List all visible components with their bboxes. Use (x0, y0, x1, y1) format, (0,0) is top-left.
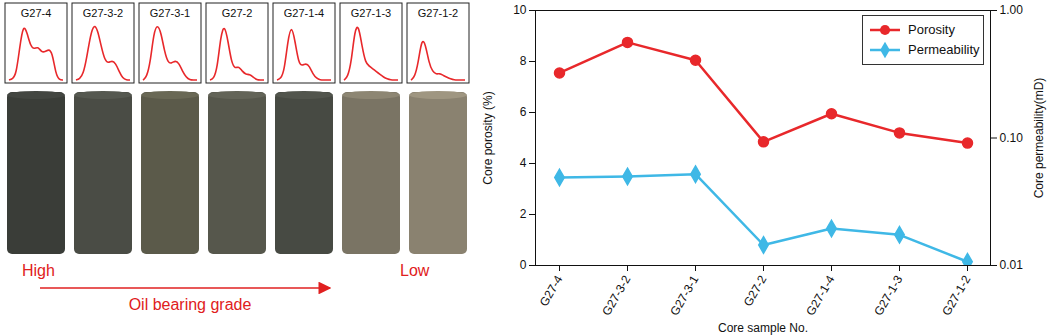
svg-text:10: 10 (513, 3, 527, 17)
svg-text:0.01: 0.01 (1000, 258, 1024, 272)
svg-text:G27-1-4: G27-1-4 (803, 273, 837, 318)
svg-text:G27-2: G27-2 (741, 273, 770, 309)
svg-text:6: 6 (520, 105, 527, 119)
svg-text:Core sample No.: Core sample No. (718, 321, 808, 335)
svg-text:G27-4: G27-4 (21, 7, 52, 19)
svg-text:G27-1-4: G27-1-4 (284, 7, 324, 19)
svg-text:2: 2 (520, 207, 527, 221)
svg-text:Oil bearing grade: Oil bearing grade (129, 296, 252, 313)
svg-text:G27-3-2: G27-3-2 (599, 273, 633, 318)
svg-text:Permeability: Permeability (908, 42, 980, 57)
svg-text:G27-3-2: G27-3-2 (83, 7, 123, 19)
svg-text:G27-2: G27-2 (222, 7, 253, 19)
svg-text:G27-4: G27-4 (537, 273, 566, 309)
svg-text:0.10: 0.10 (1000, 131, 1024, 145)
svg-text:G27-3-1: G27-3-1 (150, 7, 190, 19)
svg-text:1.00: 1.00 (1000, 3, 1024, 17)
svg-text:G27-1-2: G27-1-2 (418, 7, 458, 19)
svg-text:Low: Low (400, 262, 430, 279)
svg-text:4: 4 (520, 156, 527, 170)
svg-text:8: 8 (520, 54, 527, 68)
svg-text:G27-1-3: G27-1-3 (351, 7, 391, 19)
svg-text:High: High (22, 262, 55, 279)
svg-text:Porosity: Porosity (908, 22, 955, 37)
svg-text:G27-3-1: G27-3-1 (667, 273, 701, 318)
svg-text:G27-1-2: G27-1-2 (939, 273, 973, 318)
svg-text:0: 0 (520, 258, 527, 272)
svg-text:Core permeability(mD): Core permeability(mD) (1032, 78, 1046, 199)
svg-text:G27-1-3: G27-1-3 (871, 273, 905, 318)
svg-text:Core porosity (%): Core porosity (%) (481, 91, 495, 184)
